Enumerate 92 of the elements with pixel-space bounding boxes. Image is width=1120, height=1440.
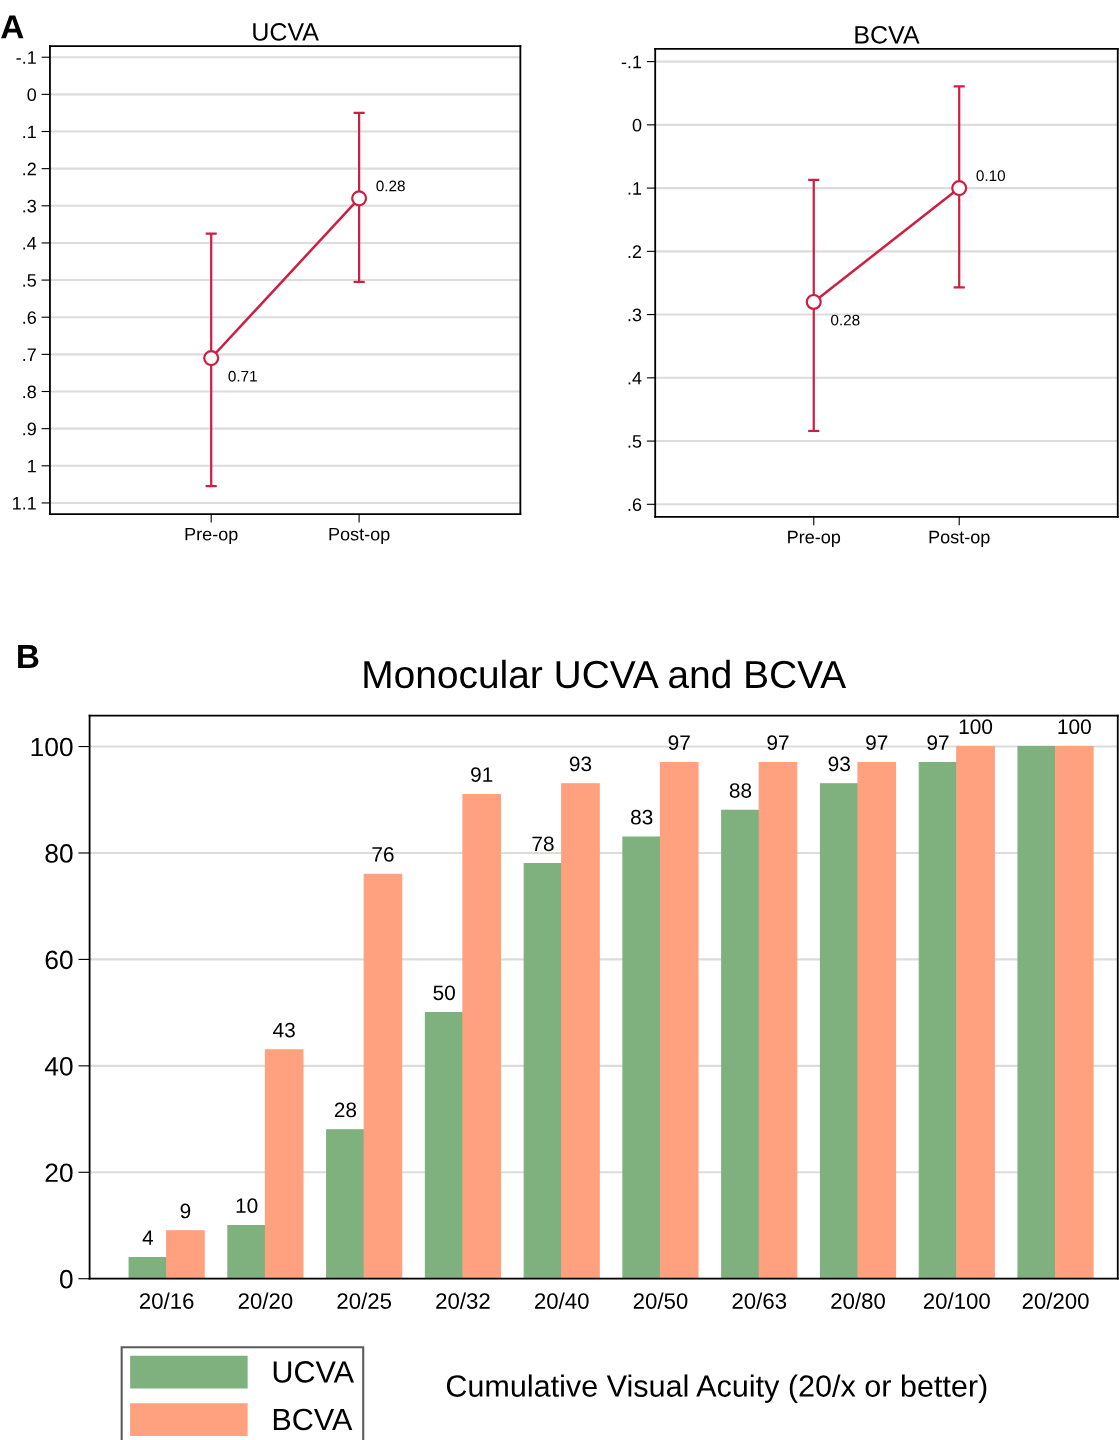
- bar: [819, 783, 859, 1279]
- x-tick-label: 20/20: [238, 1292, 293, 1309]
- x-tick-label: 20/63: [732, 1292, 787, 1309]
- bar: [326, 1129, 365, 1279]
- chart-title: Monocular UCVA and BCVA: [364, 659, 847, 689]
- y-tick-label: 100: [31, 737, 73, 757]
- data-label: 43: [273, 1022, 295, 1038]
- legend-label: BCVA: [273, 1408, 353, 1431]
- y-tick-label: .4: [628, 371, 642, 385]
- x-tick-label: Pre-op: [185, 527, 238, 545]
- y-tick-label: 1.1: [13, 497, 36, 510]
- y-tick-label: .7: [23, 348, 36, 361]
- bar: [622, 836, 662, 1279]
- bar: [918, 761, 958, 1279]
- data-label: 100: [959, 719, 993, 735]
- data-label: 28: [334, 1102, 357, 1118]
- data-label: 83: [631, 809, 653, 825]
- y-tick-label: 0: [632, 118, 642, 132]
- bar: [857, 761, 897, 1279]
- y-tick-label: -.1: [621, 55, 642, 69]
- y-tick-label: .9: [23, 422, 36, 436]
- y-tick-label: .1: [23, 125, 36, 139]
- bar: [166, 1230, 205, 1279]
- bar: [363, 873, 403, 1279]
- x-tick-label: 20/80: [831, 1292, 885, 1309]
- y-tick-label: .5: [23, 274, 36, 287]
- y-tick-label: .5: [628, 435, 642, 448]
- text: A: [1, 15, 24, 39]
- data-label: 88: [729, 783, 752, 798]
- bar: [758, 761, 798, 1279]
- data-label: 50: [433, 985, 455, 1001]
- x-tick-label: 20/200: [1022, 1292, 1089, 1309]
- x-tick-label: 20/32: [436, 1292, 490, 1309]
- y-tick-label: .6: [628, 498, 642, 512]
- y-tick-label: .3: [23, 199, 36, 213]
- bar: [227, 1224, 266, 1279]
- y-tick-label: 60: [45, 950, 73, 970]
- data-label: 97: [767, 735, 789, 751]
- y-tick-label: .1: [628, 182, 642, 195]
- x-tick-label: 20/50: [633, 1292, 688, 1309]
- y-tick-label: .4: [23, 237, 37, 250]
- y-tick-label: .2: [23, 162, 36, 176]
- bar: [264, 1049, 304, 1279]
- data-label: 0.10: [976, 170, 1006, 182]
- bar: [659, 761, 699, 1279]
- data-label: 93: [569, 756, 592, 772]
- bar: [424, 1012, 464, 1279]
- data-label: 76: [372, 847, 394, 862]
- chart-title: UCVA: [253, 23, 319, 41]
- data-label: 100: [1058, 719, 1091, 735]
- bar: [462, 793, 502, 1279]
- chart-title: BCVA: [855, 25, 920, 44]
- data-label: 4: [142, 1230, 154, 1245]
- data-label: 10: [236, 1198, 258, 1214]
- data-label: 97: [866, 735, 888, 751]
- x-tick-label: 20/40: [535, 1292, 589, 1309]
- data-label: 0.71: [228, 370, 257, 382]
- data-label: 0.28: [831, 314, 860, 326]
- x-tick-label: 20/16: [139, 1292, 194, 1309]
- bar: [128, 1256, 168, 1279]
- y-tick-label: 80: [45, 844, 73, 863]
- bar: [721, 809, 760, 1279]
- legend-label: UCVA: [273, 1361, 354, 1383]
- data-label: 91: [471, 767, 493, 782]
- data-label: 97: [668, 735, 690, 751]
- data-label: 97: [927, 735, 949, 751]
- text: B: [18, 645, 39, 668]
- bar: [1054, 745, 1094, 1279]
- bar: [523, 863, 563, 1279]
- x-tick-label: Post-op: [329, 527, 390, 545]
- data-label: 0.28: [376, 180, 405, 192]
- y-tick-label: .3: [628, 308, 642, 322]
- y-tick-label: 0: [27, 88, 37, 102]
- y-tick-label: 40: [44, 1056, 73, 1076]
- y-tick-label: .8: [23, 385, 36, 399]
- y-tick-label: .6: [23, 311, 36, 324]
- x-tick-label: Post-op: [929, 530, 990, 547]
- bar: [1017, 745, 1057, 1279]
- x-axis-title: Cumulative Visual Acuity (20/x or better): [446, 1374, 987, 1403]
- bar: [561, 783, 600, 1279]
- y-tick-label: 20: [45, 1163, 73, 1183]
- data-label: 78: [532, 836, 554, 852]
- y-tick-label: 0: [59, 1269, 73, 1289]
- x-tick-label: 20/25: [337, 1292, 392, 1309]
- y-tick-label: 1: [28, 459, 36, 473]
- x-tick-label: Pre-op: [788, 530, 841, 547]
- y-tick-label: -.1: [16, 51, 36, 64]
- y-tick-label: .2: [628, 245, 642, 258]
- x-tick-label: 20/100: [923, 1292, 990, 1309]
- bar: [956, 745, 995, 1279]
- data-label: 93: [828, 756, 850, 772]
- data-label: 9: [180, 1203, 191, 1219]
